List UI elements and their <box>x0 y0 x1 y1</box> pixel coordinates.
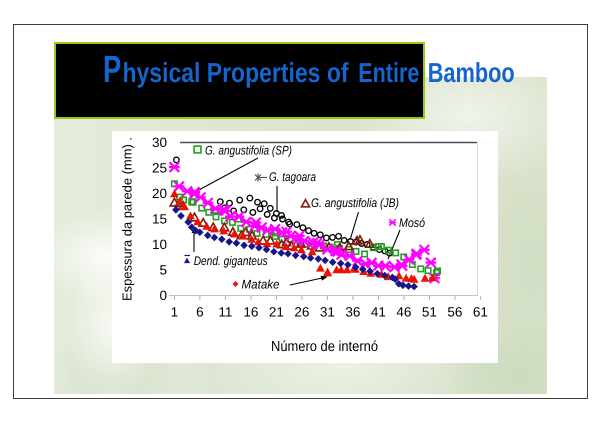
svg-text:G. tagoara: G. tagoara <box>269 170 316 184</box>
svg-text:P: P <box>103 49 121 91</box>
svg-text:46: 46 <box>396 305 411 320</box>
svg-text:51: 51 <box>422 305 437 320</box>
svg-text:G. angustifolia (SP): G. angustifolia (SP) <box>205 144 292 158</box>
svg-text:Entire: Entire <box>358 57 419 88</box>
svg-text:10: 10 <box>152 237 167 252</box>
svg-text:41: 41 <box>371 305 386 320</box>
svg-text:Espessura da parede (mm) .: Espessura da parede (mm) . <box>120 137 135 301</box>
svg-text:5: 5 <box>159 262 167 277</box>
svg-text:hysical Properties of: hysical Properties of <box>123 57 350 88</box>
svg-text:Número de internó: Número de internó <box>271 339 378 355</box>
svg-text:Mosó: Mosó <box>399 216 425 230</box>
svg-text:Dend. giganteus: Dend. giganteus <box>194 254 268 268</box>
svg-text:56: 56 <box>447 305 462 320</box>
svg-text:G. angustifolia (JB): G. angustifolia (JB) <box>311 196 399 210</box>
svg-text:25: 25 <box>152 160 167 175</box>
svg-text:Bamboo: Bamboo <box>428 57 515 88</box>
svg-text:31: 31 <box>320 305 335 320</box>
svg-text:11: 11 <box>218 305 232 320</box>
svg-text:20: 20 <box>152 186 167 201</box>
svg-text:16: 16 <box>243 305 258 320</box>
svg-text:0: 0 <box>159 288 167 303</box>
svg-text:15: 15 <box>152 211 167 226</box>
svg-text:Matake: Matake <box>242 277 280 291</box>
svg-text:6: 6 <box>196 305 204 320</box>
svg-text:36: 36 <box>345 305 360 320</box>
svg-text:26: 26 <box>294 305 309 320</box>
svg-text:61: 61 <box>473 305 488 320</box>
svg-text:1: 1 <box>171 305 179 320</box>
svg-text:21: 21 <box>269 305 284 320</box>
svg-text:30: 30 <box>152 135 167 150</box>
